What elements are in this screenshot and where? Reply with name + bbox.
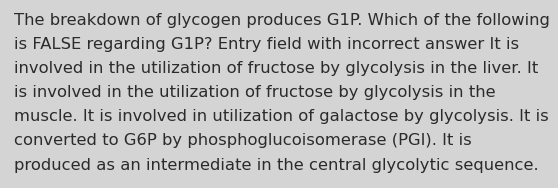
Text: is FALSE regarding G1P? Entry field with incorrect answer It is: is FALSE regarding G1P? Entry field with… bbox=[14, 37, 519, 52]
Text: involved in the utilization of fructose by glycolysis in the liver. It: involved in the utilization of fructose … bbox=[14, 61, 538, 76]
Text: is involved in the utilization of fructose by glycolysis in the: is involved in the utilization of fructo… bbox=[14, 85, 496, 100]
Text: The breakdown of glycogen produces G1P. Which of the following: The breakdown of glycogen produces G1P. … bbox=[14, 13, 550, 28]
Text: produced as an intermediate in the central glycolytic sequence.: produced as an intermediate in the centr… bbox=[14, 158, 538, 173]
Text: muscle. It is involved in utilization of galactose by glycolysis. It is: muscle. It is involved in utilization of… bbox=[14, 109, 549, 124]
Text: converted to G6P by phosphoglucoisomerase (PGI). It is: converted to G6P by phosphoglucoisomeras… bbox=[14, 133, 472, 149]
